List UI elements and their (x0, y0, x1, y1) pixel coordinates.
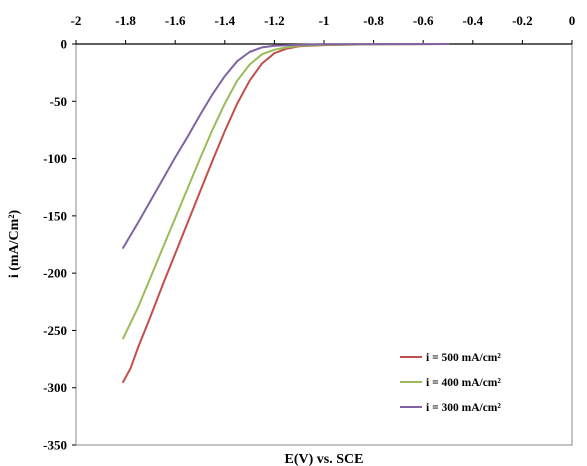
x-tick-label: -0.8 (363, 13, 384, 28)
y-tick-label: -250 (43, 323, 67, 338)
x-tick-label: -1 (319, 13, 330, 28)
plot-area (75, 43, 573, 446)
x-tick-label: -2 (71, 13, 82, 28)
x-tick-label: -1.6 (165, 13, 186, 28)
x-tick-label: 0 (569, 13, 576, 28)
x-tick-label: -1.8 (115, 13, 136, 28)
legend-label: i = 400 mA/cm² (426, 377, 501, 389)
x-tick-label: -0.6 (413, 13, 434, 28)
legend-label: i = 500 mA/cm² (426, 352, 501, 364)
x-tick-label: -0.4 (463, 13, 484, 28)
x-tick-label: -1.4 (215, 13, 236, 28)
y-tick-label: 0 (61, 37, 68, 52)
legend-label: i = 300 mA/cm² (426, 402, 501, 414)
y-tick-label: -350 (43, 438, 67, 453)
y-tick-label: -200 (43, 266, 67, 281)
series-line-3 (122, 43, 449, 249)
y-tick-label: -50 (50, 94, 67, 109)
legend: i = 500 mA/cm² i = 400 mA/cm² i = 300 mA/c… (400, 352, 501, 414)
x-tick-label: -1.2 (264, 13, 285, 28)
y-axis-title: i (mA/Cm²) (7, 209, 22, 278)
x-tick-label: -0.2 (512, 13, 533, 28)
x-axis-ticks: -2 -1.8 -1.6 -1.4 -1.2 -1 -0.8 -0.6 -0.4 -0.2 0 (71, 13, 576, 44)
y-tick-label: -300 (43, 380, 67, 395)
series-layer (122, 43, 449, 383)
y-axis-ticks: 0 -50 -100 -150 -200 -250 -300 -350 (43, 37, 76, 453)
x-axis-title: E(V) vs. SCE (285, 452, 364, 466)
y-tick-label: -150 (43, 208, 67, 223)
y-tick-label: -100 (43, 151, 67, 166)
